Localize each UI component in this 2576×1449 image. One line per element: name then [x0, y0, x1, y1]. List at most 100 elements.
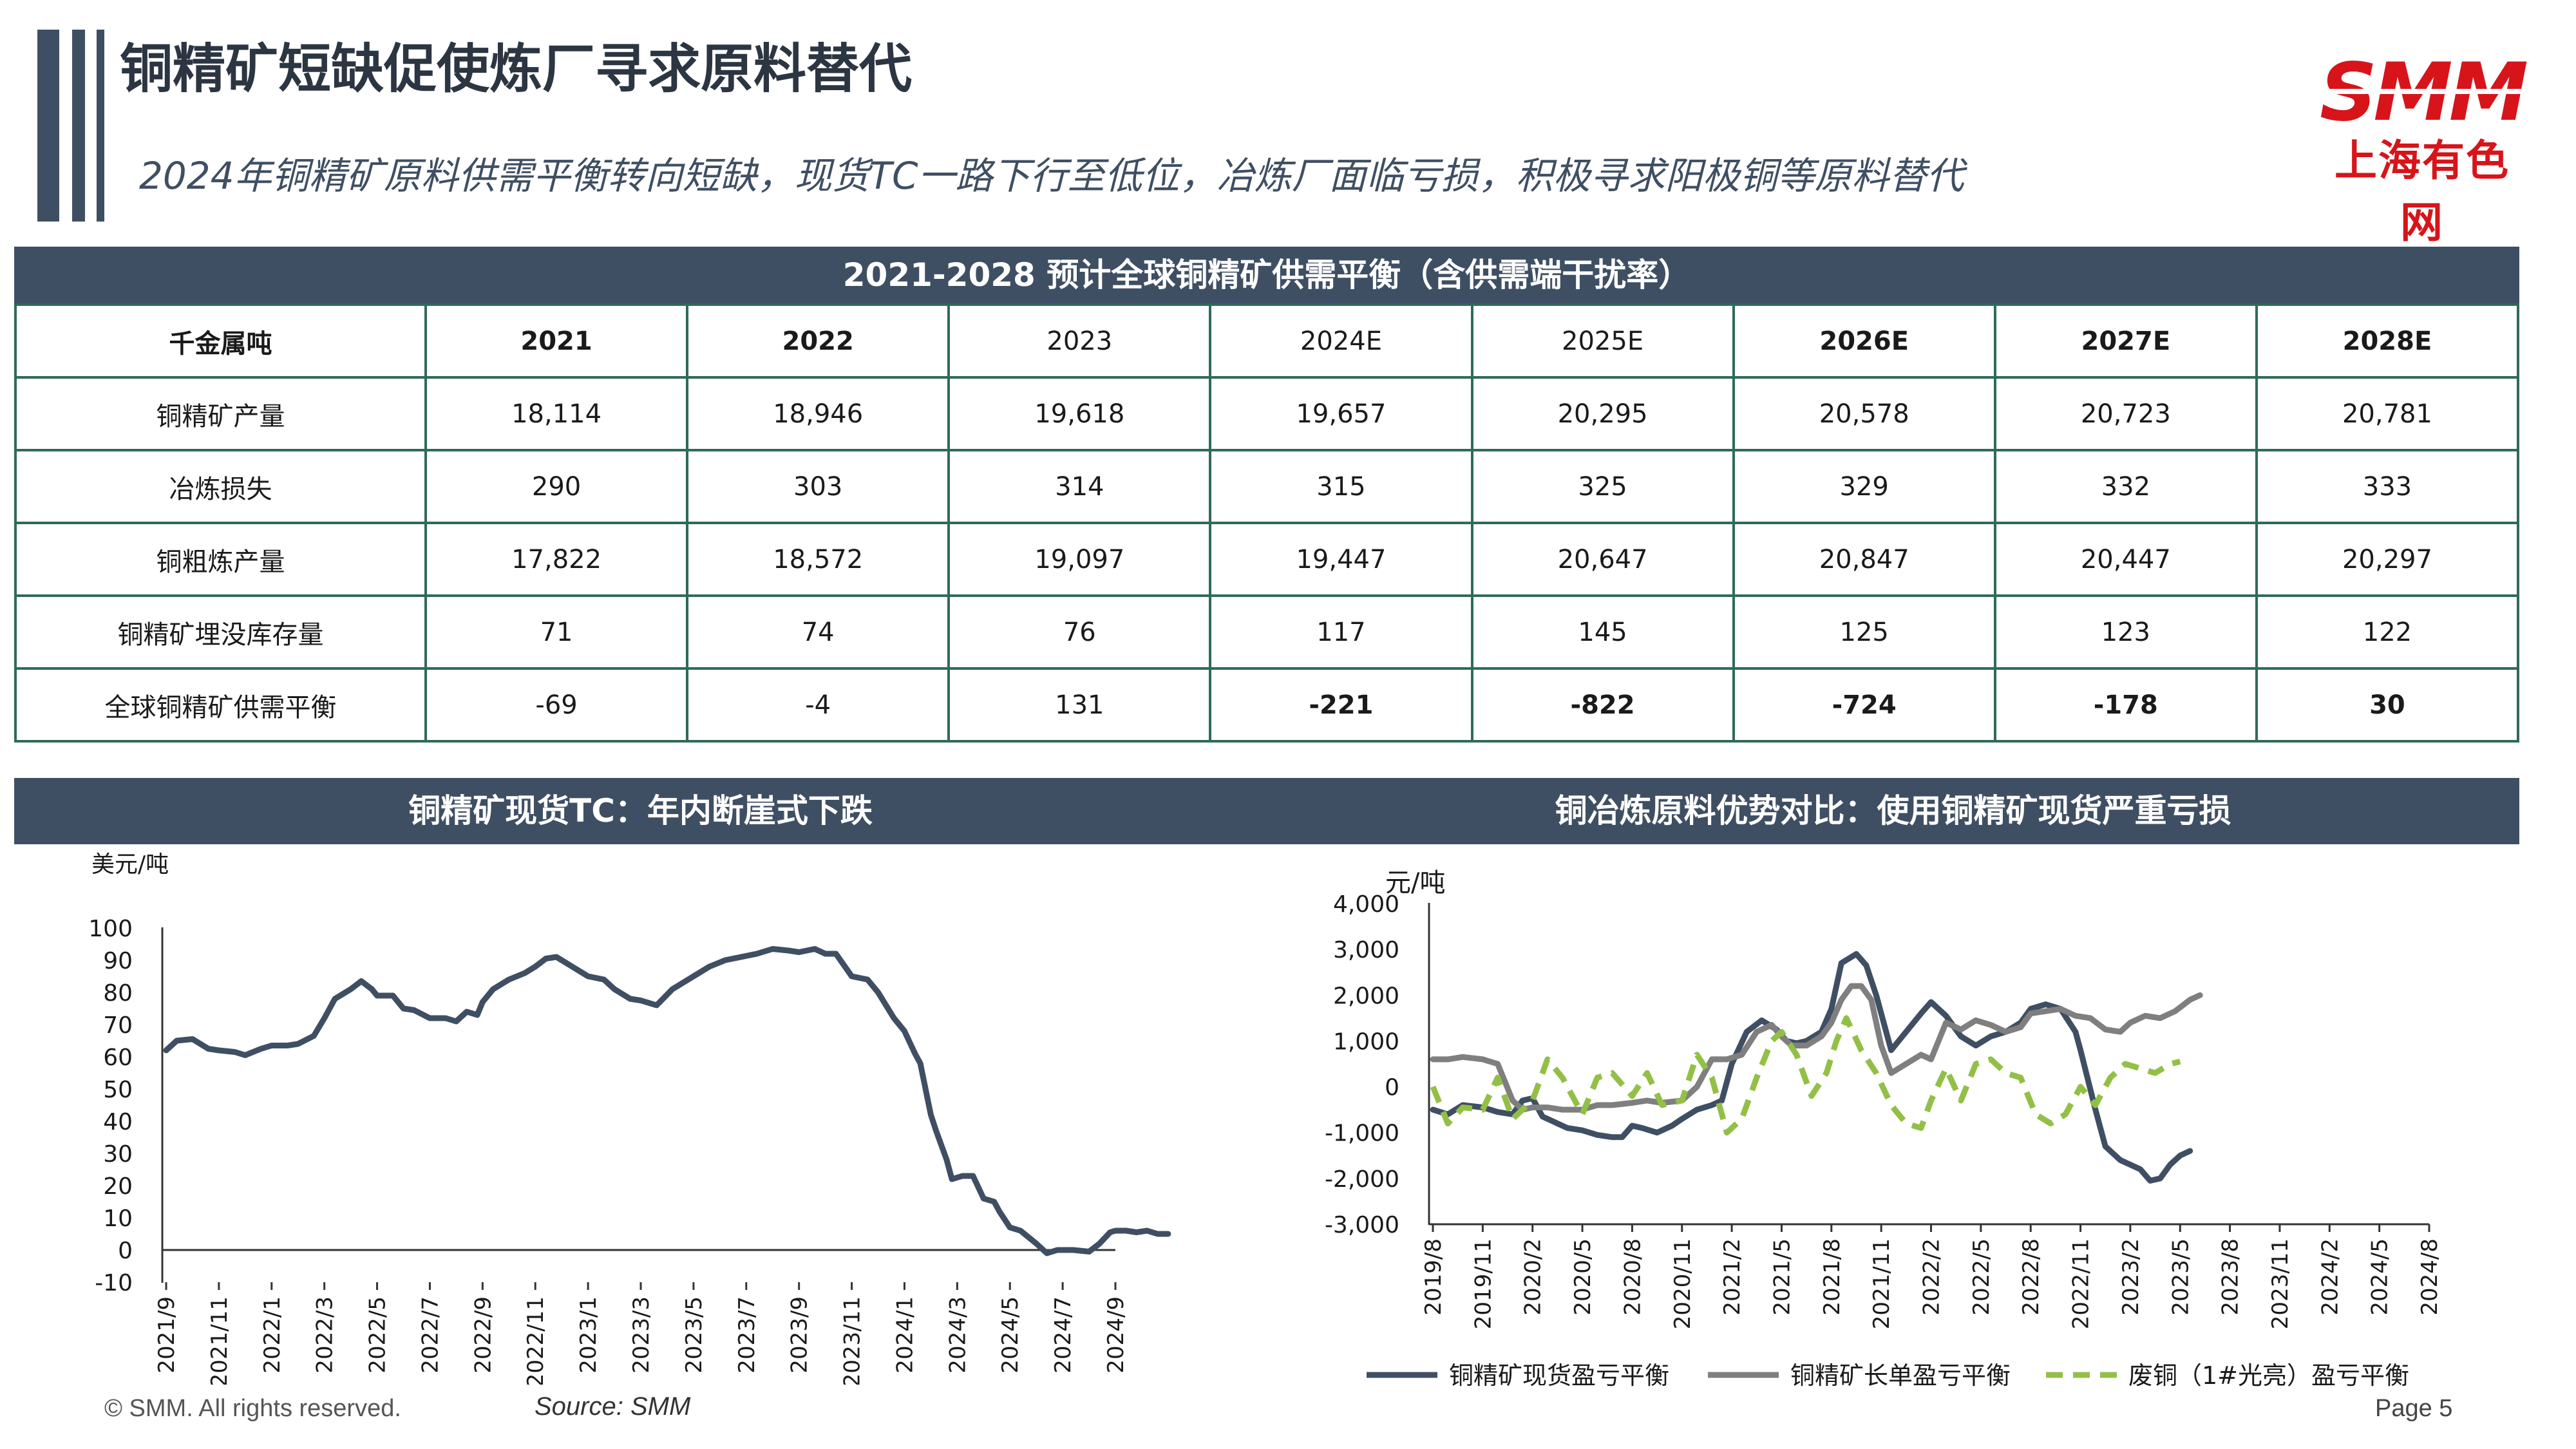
chart1-x-tick-label: 2023/7	[734, 1296, 760, 1374]
table-cell: -178	[1993, 667, 2258, 743]
table-cell: 20,295	[1470, 376, 1735, 451]
row-label: 铜精矿埋没库存量	[14, 594, 427, 670]
chart2-x-tick-label: 2022/11	[2069, 1238, 2094, 1329]
tc-series-line	[163, 946, 1171, 1256]
chart1-x-tick-label: 2021/11	[207, 1296, 232, 1385]
chart2-x-tick-label: 2021/8	[1819, 1238, 1845, 1316]
table-cell: 19,447	[1209, 522, 1473, 597]
legend-label-2: 铜精矿长单盈亏平衡	[1790, 1361, 2011, 1390]
table-row: 铜精矿埋没库存量 71 74 76 117 145 125 123 122	[14, 594, 2520, 670]
chart1-y-tick-label: -10	[95, 1270, 133, 1296]
table-cell: 74	[686, 594, 951, 670]
chart2-x-tick-label: 2020/11	[1670, 1238, 1696, 1329]
series-line-2	[1430, 983, 2203, 1113]
smm-logo: SMM	[2316, 53, 2528, 130]
legend-label-1: 铜精矿现货盈亏平衡	[1449, 1361, 1669, 1390]
table-cell: 20,297	[2255, 522, 2520, 597]
table-cell: 20,781	[2255, 376, 2520, 451]
chart2-x-tick-label: 2021/2	[1719, 1238, 1745, 1316]
chart2-y-tick-label: -3,000	[1325, 1212, 1399, 1238]
table-cell: -221	[1209, 667, 1473, 743]
chart1-y-tick-label: 50	[103, 1077, 133, 1103]
chart1-y-tick-label: 20	[103, 1173, 133, 1200]
table-header-row: 千金属吨 2021 2022 2023 2024E 2025E 2026E 20…	[14, 303, 2520, 379]
table-cell: 131	[947, 667, 1212, 743]
table-row: 全球铜精矿供需平衡 -69 -4 131 -221 -822 -724 -178…	[14, 667, 2520, 743]
legend-label-3: 废铜（1#光亮）盈亏平衡	[2128, 1361, 2409, 1390]
chart2-x-tick-label: 2021/11	[1869, 1238, 1895, 1329]
table-cell: 76	[947, 594, 1212, 670]
chart2-x-tick-label: 2020/5	[1570, 1238, 1596, 1316]
chart2-x-tick-label: 2020/2	[1520, 1238, 1546, 1316]
chart2-x-tick-label: 2024/8	[2417, 1238, 2443, 1316]
table-cell: -822	[1470, 667, 1735, 743]
table-cell: 325	[1470, 449, 1735, 524]
chart2-x-tick-label: 2023/5	[2168, 1238, 2193, 1316]
table-cell: 20,723	[1993, 376, 2258, 451]
table-cell: 315	[1209, 449, 1473, 524]
chart2-y-tick-label: 2,000	[1333, 983, 1399, 1009]
chart1-ylabel: 美元/吨	[91, 851, 169, 878]
chart2-x-tick-label: 2023/2	[2118, 1238, 2144, 1316]
table-cell: 314	[947, 449, 1212, 524]
chart1-y-tick-label: 90	[103, 948, 133, 974]
chart1-x-tick-label: 2022/11	[523, 1296, 549, 1385]
chart1-y-tick-label: 0	[118, 1238, 133, 1264]
table-cell: 20,847	[1732, 522, 1996, 597]
chart1-y-tick-label: 70	[103, 1012, 133, 1039]
chart1-x-tick-label: 2024/1	[892, 1296, 918, 1374]
table-cell: 18,572	[686, 522, 951, 597]
chart1-y-tick-label: 30	[103, 1141, 133, 1168]
header-2027e: 2027E	[1993, 303, 2258, 379]
header-bar-3	[97, 30, 104, 222]
table-cell: -69	[424, 667, 689, 743]
table-row: 铜精矿产量 18,114 18,946 19,618 19,657 20,295…	[14, 376, 2520, 451]
row-label: 全球铜精矿供需平衡	[14, 667, 427, 743]
chart1-x-tick-label: 2023/11	[840, 1296, 866, 1385]
profit-line-chart: 元/吨 -3,000 -2,000 -1,000 0 1,000 2,000 3,000 4,…	[1325, 868, 2443, 1390]
table-cell: 20,447	[1993, 522, 2258, 597]
table-cell: 71	[424, 594, 689, 670]
chart1-title: 铜精矿现货TC：年内断崖式下跌	[408, 792, 873, 829]
chart-section-bar	[14, 778, 2519, 844]
header-2023: 2023	[947, 303, 1212, 379]
chart2-x-tick-label: 2024/5	[2367, 1238, 2393, 1316]
header-bar-1	[37, 30, 59, 222]
chart2-y-tick-label: 0	[1385, 1075, 1399, 1101]
supply-demand-table: 2021-2028 预计全球铜精矿供需平衡（含供需端干扰率） 千金属吨 2021…	[14, 247, 2520, 743]
header-2024e: 2024E	[1209, 303, 1473, 379]
chart2-y-tick-label: -1,000	[1325, 1121, 1399, 1147]
chart2-x-tick-label: 2020/8	[1620, 1238, 1645, 1316]
chart2-x-tick-label: 2019/11	[1470, 1238, 1496, 1329]
table-cell: -724	[1732, 667, 1996, 743]
chart2-y-tick-label: 3,000	[1333, 937, 1399, 963]
chart2-x-tick-label: 2024/2	[2317, 1238, 2343, 1316]
header-bar-2	[72, 30, 85, 222]
logo-subtext: 上海有色网	[2334, 136, 2510, 247]
chart1-x-tick-label: 2021/9	[154, 1296, 180, 1374]
chart1-x-tick-label: 2022/1	[260, 1296, 285, 1374]
table-cell: 20,578	[1732, 376, 1996, 451]
table-cell: 333	[2255, 449, 2520, 524]
table-cell: -4	[686, 667, 951, 743]
header-2026e: 2026E	[1732, 303, 1996, 379]
table-title: 2021-2028 预计全球铜精矿供需平衡（含供需端干扰率）	[14, 247, 2519, 303]
chart1-y-tick-label: 100	[88, 916, 133, 942]
footer-source: Source: SMM	[535, 1392, 691, 1421]
chart1-x-tick-label: 2024/5	[998, 1296, 1023, 1374]
header-2028e: 2028E	[2255, 303, 2520, 379]
chart1-x-tick-label: 2024/9	[1103, 1296, 1129, 1374]
chart1-x-tick-label: 2023/1	[576, 1296, 601, 1374]
row-label: 铜粗炼产量	[14, 522, 427, 597]
table-cell: 332	[1993, 449, 2258, 524]
table-cell: 303	[686, 449, 951, 524]
chart2-y-tick-label: 4,000	[1333, 891, 1399, 918]
chart1-y-tick-label: 10	[103, 1206, 133, 1232]
table-grid: 千金属吨 2021 2022 2023 2024E 2025E 2026E 20…	[14, 303, 2520, 743]
chart2-x-tick-label: 2023/11	[2268, 1238, 2293, 1329]
table-row: 冶炼损失 290 303 314 315 325 329 332 333	[14, 449, 2520, 524]
table-cell: 17,822	[424, 522, 689, 597]
footer-copyright: © SMM. All rights reserved.	[104, 1395, 401, 1422]
table-cell: 20,647	[1470, 522, 1735, 597]
footer-page-number: Page 5	[2375, 1395, 2453, 1422]
